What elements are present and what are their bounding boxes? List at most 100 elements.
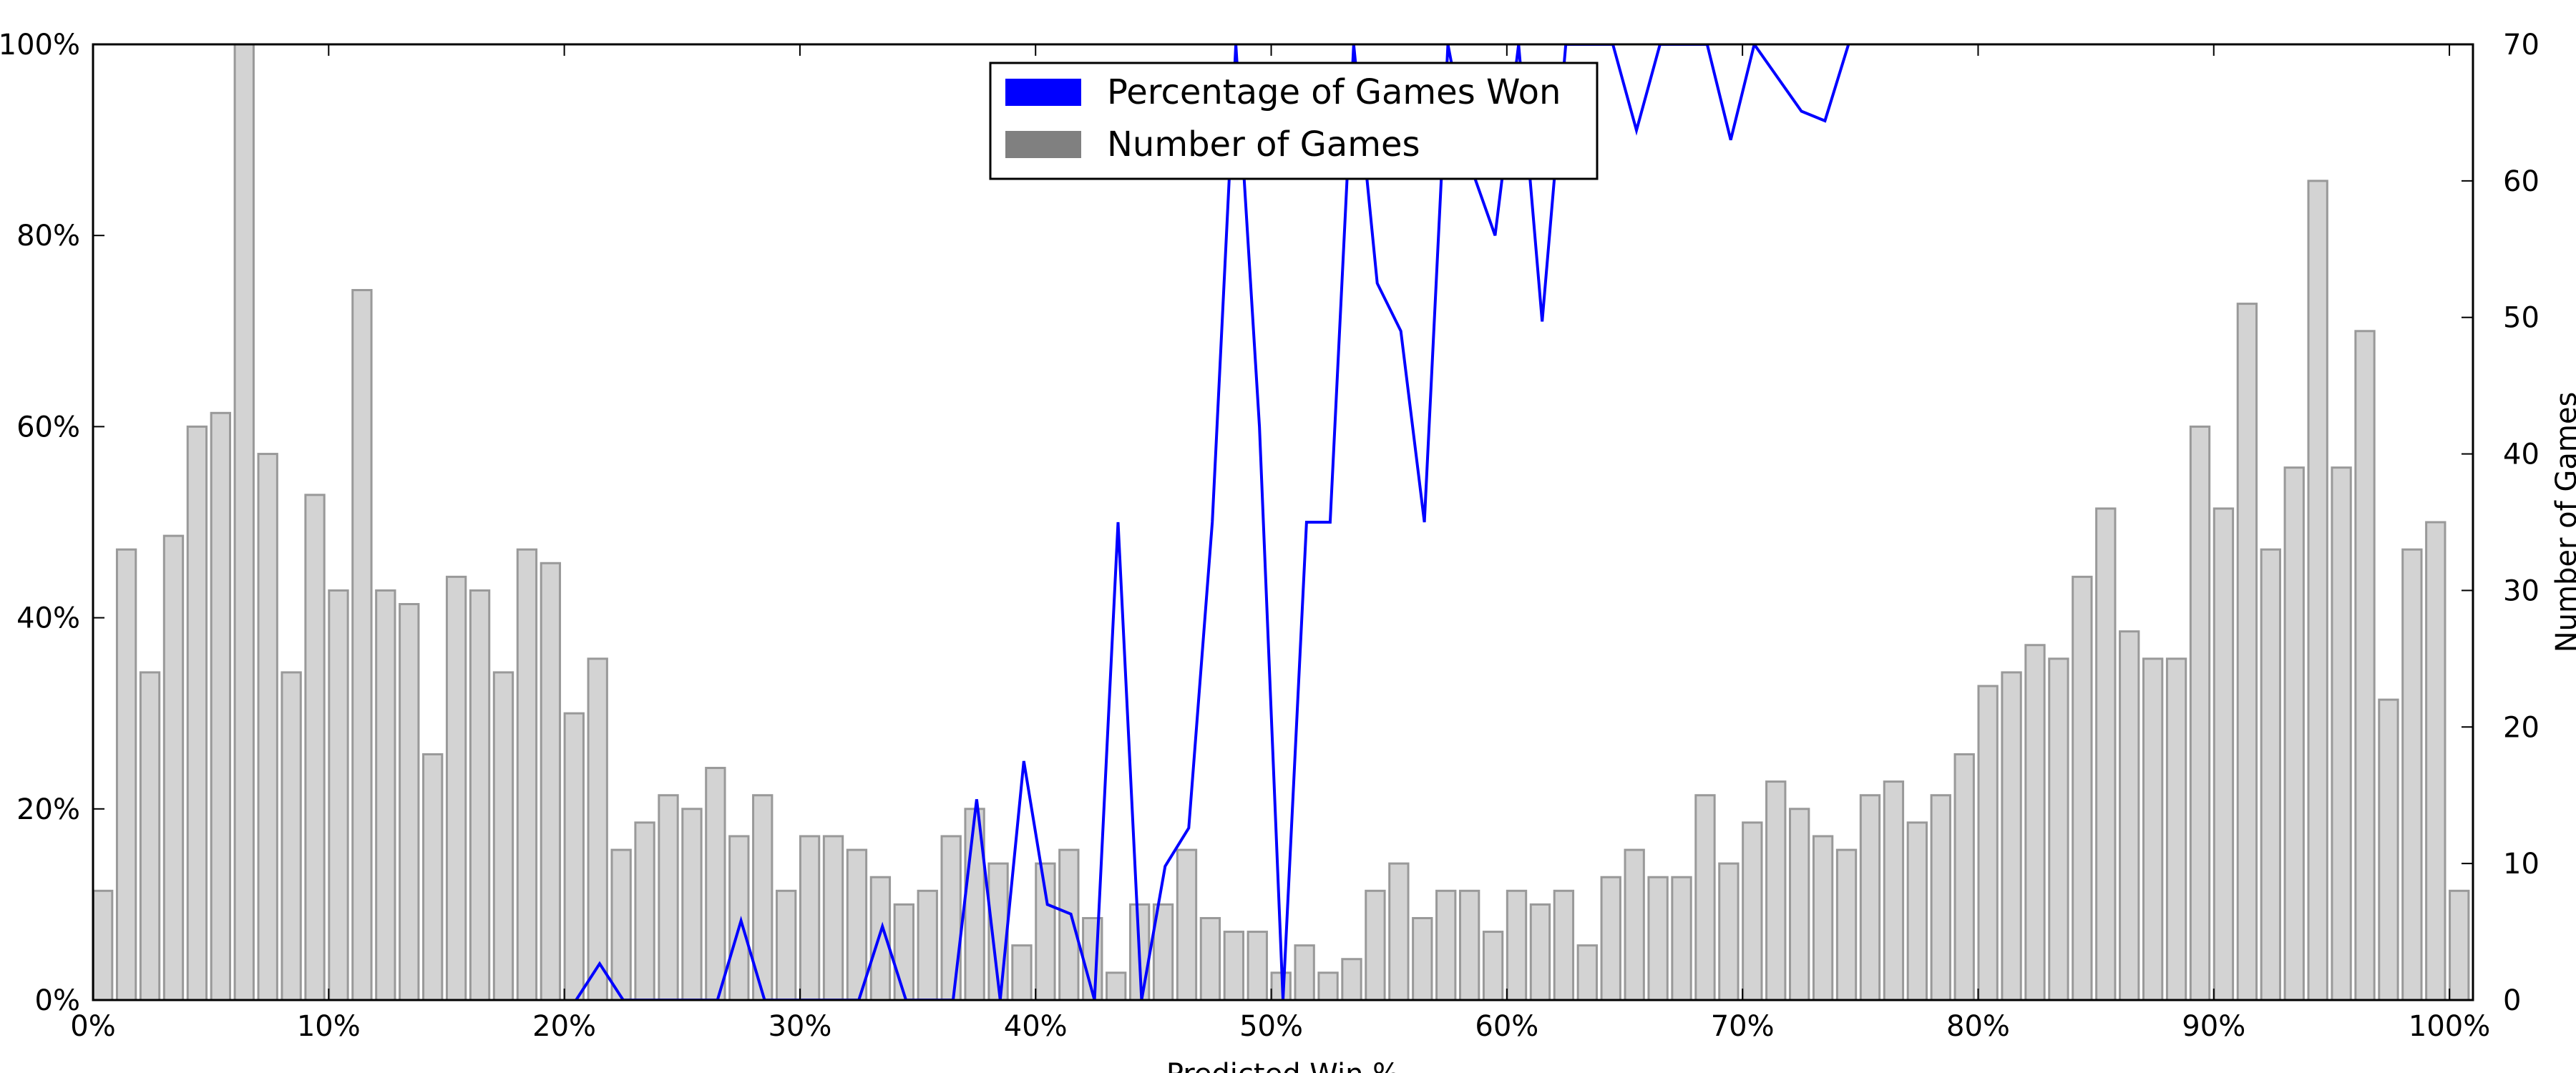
bar-49	[1246, 931, 1268, 1001]
bar-14	[422, 753, 444, 1001]
y2-tick-label: 30	[2503, 574, 2540, 607]
bar-60	[1506, 889, 1528, 1001]
bar-87	[2142, 657, 2164, 1001]
bar-75	[1859, 794, 1881, 1001]
bar-32	[846, 848, 868, 1001]
x-tick-label: 20%	[532, 1010, 596, 1043]
bar-58	[1458, 889, 1480, 1001]
bar-16	[469, 589, 491, 1001]
bar-10	[328, 589, 349, 1001]
bar-7	[257, 453, 278, 1001]
bar-47	[1199, 916, 1221, 1001]
bar-99	[2425, 521, 2446, 1001]
bar-65	[1624, 848, 1645, 1001]
bar-11	[351, 289, 373, 1001]
bar-77	[1906, 821, 1928, 1001]
y-tick-label: 20%	[16, 793, 80, 826]
legend-box	[989, 62, 1599, 180]
x-tick-label: 60%	[1475, 1010, 1538, 1043]
bar-94	[2307, 180, 2328, 1001]
bar-83	[2048, 657, 2069, 1001]
bar-78	[1930, 794, 1951, 1001]
bar-92	[2260, 548, 2281, 1001]
y-axis-left: 0% 20% 40% 60% 80% 100%	[0, 29, 104, 1017]
bar-59	[1482, 931, 1504, 1001]
y-tick-label: 100%	[0, 29, 80, 62]
bar-1	[115, 548, 137, 1001]
bar-81	[2001, 671, 2022, 1001]
bar-15	[445, 575, 467, 1001]
bar-18	[516, 548, 538, 1001]
y-tick-label: 40%	[16, 602, 80, 635]
bar-85	[2095, 507, 2117, 1001]
bar-24	[658, 794, 679, 1001]
bar-93	[2283, 466, 2305, 1001]
bar-84	[2072, 575, 2093, 1001]
bar-76	[1883, 780, 1905, 1001]
legend-swatch-percentage-won	[1005, 79, 1081, 106]
legend: Percentage of Games Won Number of Games	[989, 62, 1599, 180]
bar-52	[1317, 971, 1339, 1001]
bar-22	[610, 848, 632, 1001]
y2-tick-label: 10	[2503, 848, 2540, 881]
bar-3	[162, 534, 185, 1001]
bar-68	[1694, 794, 1716, 1001]
y-tick-label: 60%	[16, 411, 80, 444]
x-tick-label: 40%	[1004, 1010, 1068, 1043]
x-tick-label: 90%	[2182, 1010, 2245, 1043]
bar-53	[1341, 958, 1362, 1001]
bar-54	[1365, 889, 1386, 1001]
line-series-percentage-won	[575, 44, 1850, 1000]
bar-20	[563, 712, 585, 1001]
bar-69	[1718, 862, 1740, 1001]
bar-2	[139, 671, 161, 1001]
bar-29	[775, 889, 797, 1001]
y-axis-right: 0 10 20 30 40 50 60 70	[2462, 29, 2540, 1017]
x-tick-label: 50%	[1239, 1010, 1303, 1043]
bar-57	[1435, 889, 1457, 1001]
bar-88	[2165, 657, 2187, 1001]
bar-26	[705, 767, 726, 1001]
bar-79	[1953, 753, 1975, 1001]
x-tick-label: 0%	[70, 1010, 115, 1043]
bar-66	[1647, 876, 1669, 1001]
y-tick-label: 0%	[35, 984, 80, 1017]
bar-90	[2212, 507, 2235, 1001]
bar-35	[917, 889, 938, 1001]
bar-17	[492, 671, 514, 1001]
y2-tick-label: 20	[2503, 711, 2540, 744]
bar-34	[893, 903, 914, 1001]
bar-36	[940, 835, 962, 1001]
y2-tick-label: 60	[2503, 165, 2540, 198]
x-axis-title: Predicted Win %	[1166, 1058, 1400, 1073]
bar-25	[681, 808, 703, 1001]
legend-swatch-number-of-games	[1005, 131, 1081, 158]
bar-19	[540, 562, 562, 1001]
bar-56	[1412, 916, 1433, 1001]
bar-12	[375, 589, 396, 1001]
bar-0	[92, 889, 114, 1001]
bar-95	[2331, 466, 2352, 1001]
bar-41	[1058, 848, 1080, 1001]
x-tick-label: 100%	[2409, 1010, 2490, 1043]
bar-27	[728, 835, 750, 1001]
bar-5	[210, 411, 231, 1001]
bar-43	[1106, 971, 1127, 1001]
bar-71	[1765, 780, 1787, 1001]
bar-63	[1576, 944, 1598, 1001]
bar-30	[799, 835, 821, 1001]
bar-6	[233, 43, 255, 1001]
x-tick-label: 70%	[1711, 1010, 1775, 1043]
legend-label-percentage-won: Percentage of Games Won	[1107, 72, 1561, 112]
y2-tick-label: 40	[2503, 438, 2540, 471]
bar-70	[1742, 821, 1763, 1001]
x-axis: 0% 10% 20% 30% 40% 50% 60% 70% 80% 90% 100%	[70, 44, 2490, 1043]
x-tick-label: 80%	[1946, 1010, 2010, 1043]
bar-73	[1812, 835, 1834, 1001]
bar-46	[1176, 848, 1198, 1001]
bar-8	[280, 671, 302, 1001]
y-tick-label: 80%	[16, 220, 80, 253]
bar-51	[1294, 944, 1315, 1001]
y2-tick-label: 0	[2503, 984, 2521, 1017]
bar-74	[1835, 848, 1858, 1001]
